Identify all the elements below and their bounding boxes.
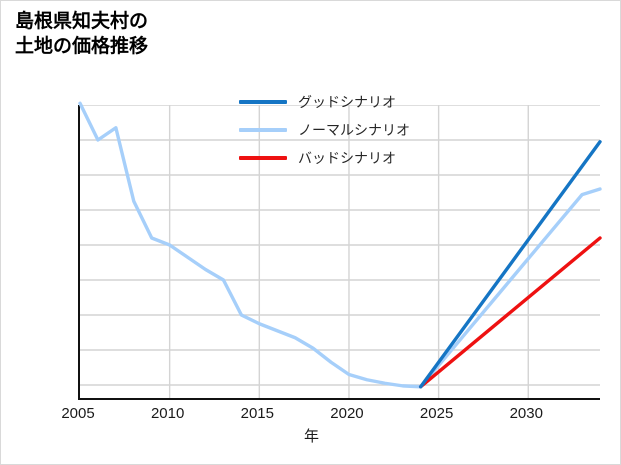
x-axis-tick-label: 2005: [61, 405, 95, 422]
plot-area: [78, 105, 600, 400]
x-axis-tick-label: 2025: [419, 405, 454, 422]
legend-swatch: [239, 100, 287, 104]
legend-item[interactable]: グッドシナリオ: [239, 91, 410, 113]
legend-item[interactable]: バッドシナリオ: [239, 147, 410, 169]
series-line: [80, 103, 600, 387]
x-axis-tick-label: 2020: [330, 405, 364, 422]
x-axis-label: 年: [303, 428, 319, 445]
data-lines: [80, 105, 600, 398]
series-line: [421, 142, 600, 387]
x-axis-tick-label: 2030: [509, 405, 543, 422]
chart-legend: グッドシナリオ ノーマルシナリオ バッドシナリオ: [239, 91, 410, 169]
legend-label: ノーマルシナリオ: [298, 122, 410, 138]
legend-item[interactable]: ノーマルシナリオ: [239, 119, 410, 141]
legend-swatch: [239, 128, 287, 132]
x-axis-tick-label: 2015: [240, 405, 274, 422]
legend-label: グッドシナリオ: [298, 94, 396, 110]
x-axis-tick-label: 2010: [150, 405, 185, 422]
series-line: [421, 238, 600, 387]
legend-swatch: [239, 156, 287, 160]
page-title: 島根県知夫村の 土地の価格推移: [15, 11, 149, 58]
legend-label: バッドシナリオ: [298, 150, 396, 166]
